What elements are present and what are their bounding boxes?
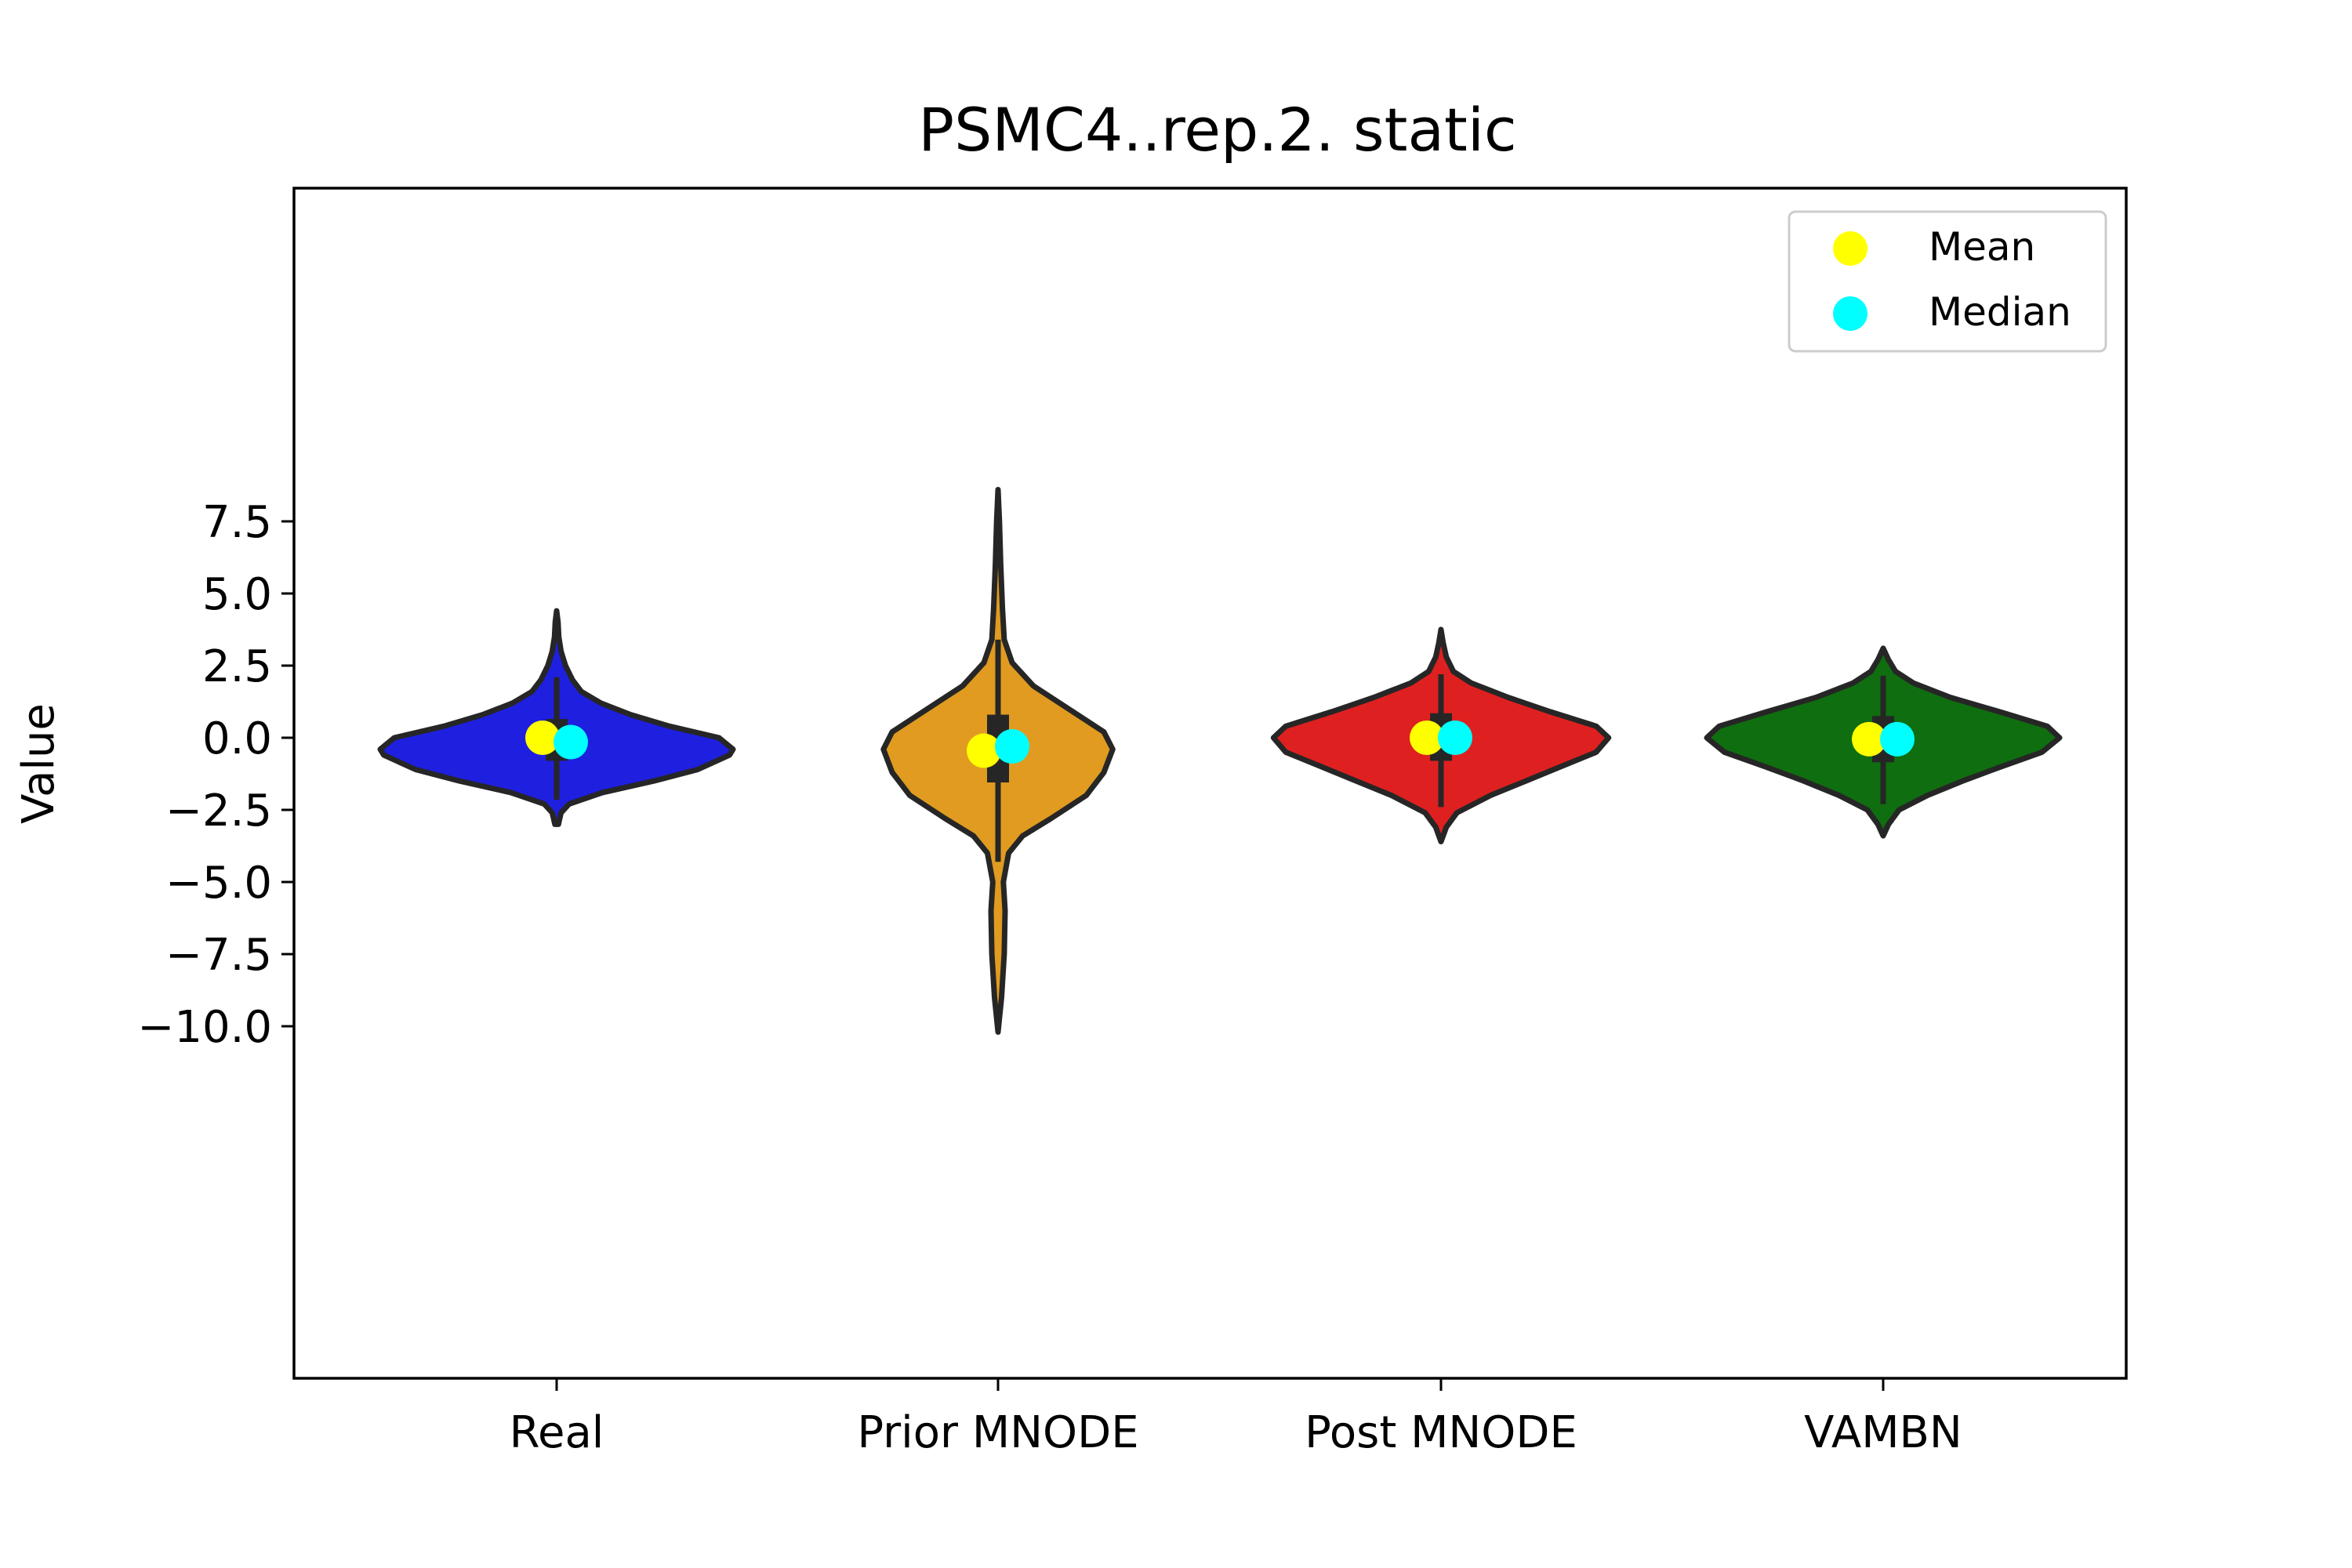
y-tick-label: −7.5 <box>165 930 272 981</box>
median-marker-vambn <box>1880 721 1915 757</box>
y-tick-label: 2.5 <box>202 641 272 692</box>
x-tick-label: VAMBN <box>1804 1407 1962 1458</box>
y-axis-label: Value <box>13 703 64 824</box>
y-tick-label: −10.0 <box>137 1002 272 1053</box>
x-tick-label: Real <box>510 1407 604 1458</box>
y-tick-label: −5.0 <box>165 858 272 909</box>
plot-frame <box>292 187 2128 1380</box>
legend-frame <box>1788 210 2107 353</box>
legend-mean-label: Mean <box>1929 224 2035 270</box>
legend-median-marker <box>1833 296 1867 331</box>
x-tick-label: Prior MNODE <box>857 1407 1138 1458</box>
y-tick-label: −2.5 <box>165 786 272 837</box>
chart-title: PSMC4..rep.2. static <box>918 95 1516 165</box>
mean-marker-vambn <box>1852 721 1886 757</box>
median-marker-post-mnode <box>1438 720 1472 755</box>
median-marker-prior-mnode <box>995 729 1029 764</box>
mean-marker-prior-mnode <box>967 733 1001 768</box>
mean-marker-post-mnode <box>1410 720 1444 755</box>
y-tick-label: 0.0 <box>202 713 272 764</box>
legend: Mean Median <box>1788 210 2107 353</box>
x-tick-label: Post MNODE <box>1305 1407 1577 1458</box>
y-tick-label: 7.5 <box>202 497 272 548</box>
legend-mean-marker <box>1833 231 1867 266</box>
median-marker-real <box>554 724 588 760</box>
mean-marker-real <box>525 720 560 755</box>
y-tick-label: 5.0 <box>202 569 272 620</box>
plot-area: 7.5 5.0 2.5 0.0 −2.5 −5.0 −7.5 −10.0 Real Prior M… <box>137 487 2063 1458</box>
legend-median-label: Median <box>1929 289 2071 335</box>
